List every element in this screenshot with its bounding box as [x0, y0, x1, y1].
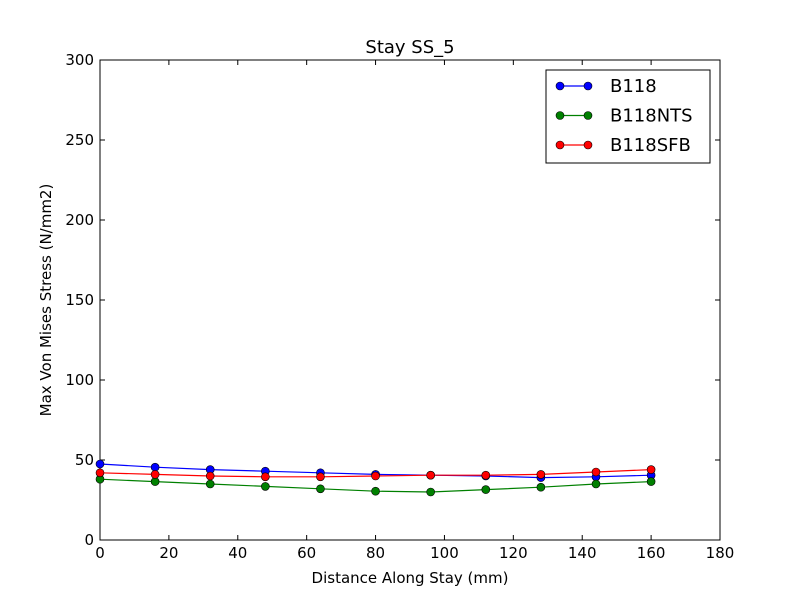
y-tick-label: 150	[65, 291, 94, 309]
legend-item: B118	[555, 76, 657, 97]
series-B118NTS	[95, 474, 656, 497]
plot-area: 0 20 40 60 80 100 120 140 160 180 0 50 100 150 200 250 3…	[65, 51, 734, 562]
x-tick-label: 80	[366, 544, 385, 562]
data-point	[536, 482, 546, 492]
x-tick-label: 20	[159, 544, 178, 562]
x-tick-label: 180	[706, 544, 735, 562]
x-tick-label: 40	[228, 544, 247, 562]
data-point	[95, 468, 105, 478]
legend-marker	[555, 81, 565, 91]
legend-item: B118NTS	[555, 106, 693, 127]
data-point	[426, 470, 435, 480]
x-axis-title: Distance Along Stay (mm)	[312, 569, 509, 587]
x-tick-label: 160	[637, 544, 666, 562]
data-point	[205, 471, 215, 481]
data-point	[371, 471, 380, 481]
legend-label: B118NTS	[610, 106, 693, 127]
y-tick-label: 0	[84, 531, 94, 549]
data-point	[316, 484, 325, 494]
y-tick-label: 250	[65, 131, 94, 149]
data-point	[95, 459, 105, 469]
data-point	[316, 472, 325, 482]
series-B118SFB	[95, 465, 656, 482]
legend-marker	[555, 140, 565, 150]
legend-marker	[583, 111, 593, 120]
legend: B118 B118NTS B118SFB	[545, 69, 711, 164]
legend-label: B118	[610, 76, 657, 97]
legend-marker	[555, 111, 565, 120]
data-point	[150, 462, 160, 472]
data-point	[646, 465, 656, 474]
y-tick-label: 300	[65, 51, 94, 69]
y-tick-label: 200	[65, 211, 94, 229]
y-tick-label: 100	[65, 371, 94, 389]
y-axis-title: Max Von Mises Stress (N/mm2)	[37, 184, 55, 417]
legend-label: B118SFB	[610, 135, 691, 156]
x-tick-label: 140	[568, 544, 597, 562]
x-tick-label: 0	[95, 544, 105, 562]
legend-marker	[583, 81, 593, 91]
legend-item: B118SFB	[555, 135, 691, 156]
legend-marker	[583, 140, 593, 150]
data-point	[481, 485, 491, 494]
x-tick-label: 100	[430, 544, 459, 562]
data-point	[261, 482, 270, 491]
data-point	[150, 477, 160, 486]
data-point	[205, 479, 215, 489]
data-point	[426, 487, 435, 497]
data-point	[536, 470, 546, 479]
y-tick-label: 50	[75, 451, 94, 469]
data-point	[646, 477, 656, 486]
x-tick-label: 60	[297, 544, 316, 562]
data-point	[150, 470, 160, 479]
data-point	[591, 479, 601, 489]
x-tick-label: 120	[499, 544, 528, 562]
data-point	[371, 486, 380, 496]
data-point	[481, 470, 491, 480]
chart-title: Stay SS_5	[365, 37, 454, 58]
legend-box	[545, 69, 711, 164]
data-point	[591, 467, 601, 477]
data-point	[261, 472, 270, 482]
